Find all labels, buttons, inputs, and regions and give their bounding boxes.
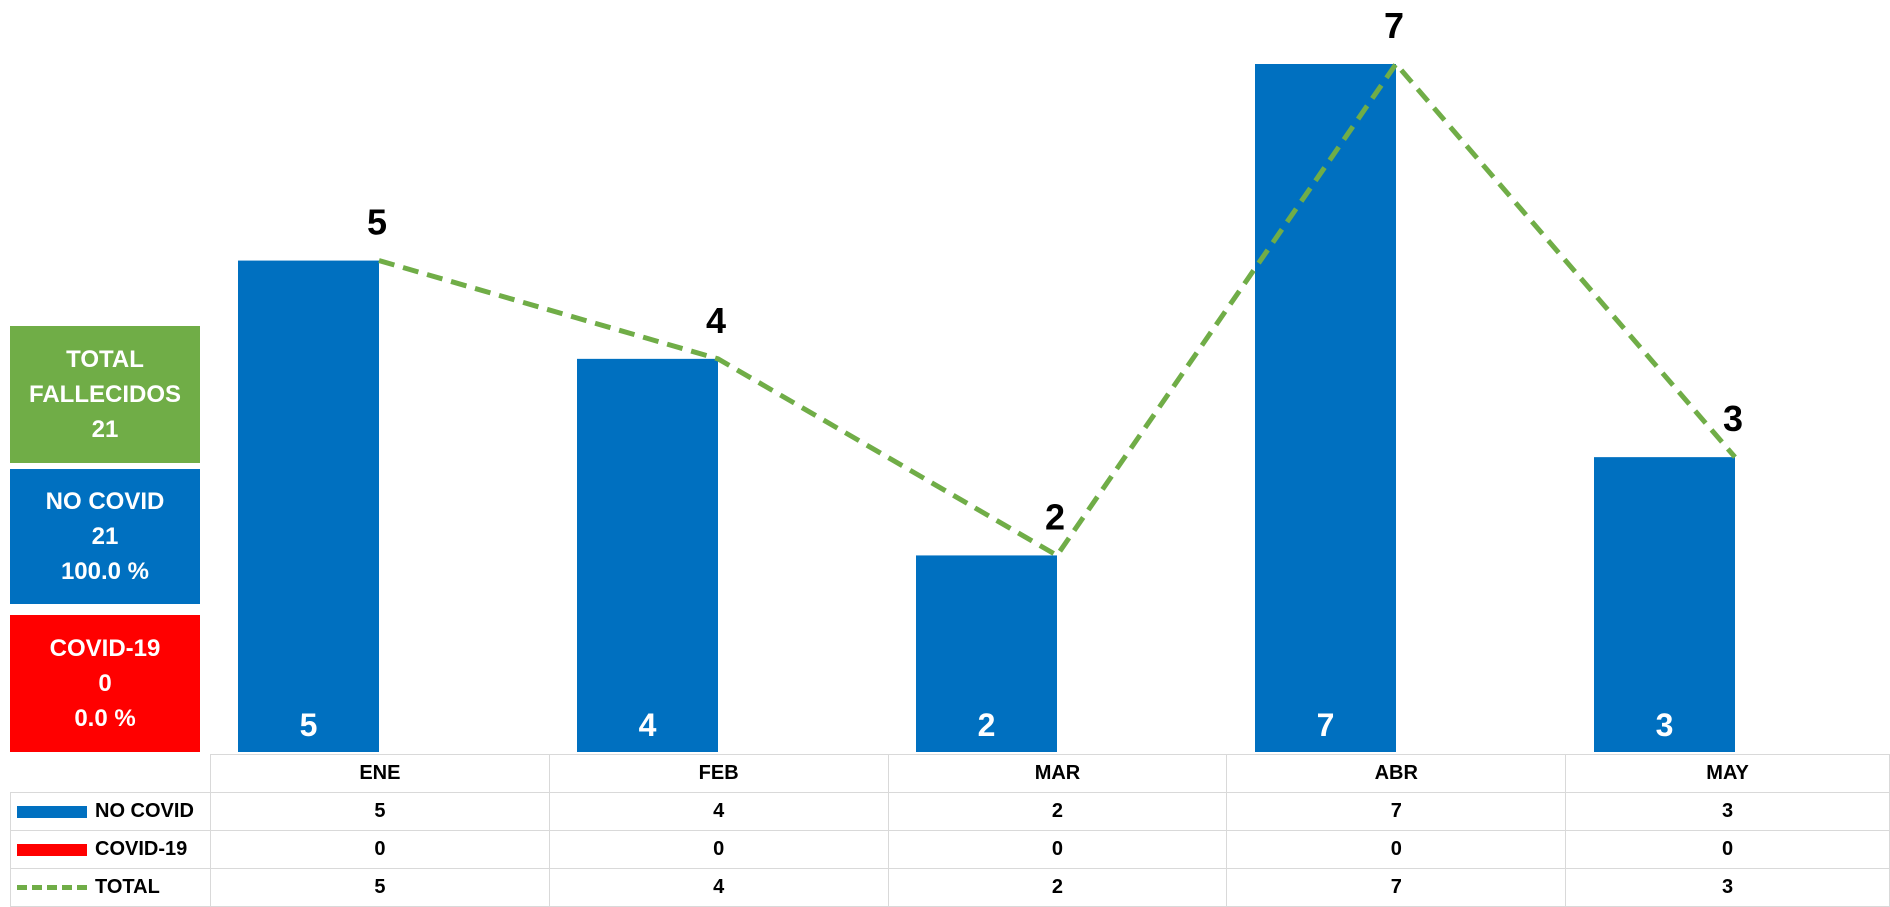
bar-labels-layer: 5 4 2 7 3 — [300, 707, 1674, 743]
bar-no-covid-mar — [916, 555, 1057, 752]
no-covid-box-count: 21 — [91, 523, 119, 550]
table-cell: 7 — [1226, 792, 1567, 831]
total-value-label: 7 — [1384, 5, 1404, 46]
bars-layer — [238, 64, 1735, 752]
legend-no-covid: NO COVID — [10, 792, 211, 831]
legend-label-total: TOTAL — [95, 876, 160, 898]
no-covid-box: NO COVID 21 100.0 % — [10, 469, 200, 604]
bar-value-label: 2 — [978, 707, 996, 743]
no-covid-box-title: NO COVID — [45, 488, 165, 515]
bar-no-covid-may — [1594, 457, 1735, 752]
table-cell: 3 — [1565, 792, 1890, 831]
table-row-total: TOTAL 5 4 2 7 3 — [10, 868, 1890, 907]
total-value-label: 4 — [706, 300, 726, 341]
legend-label-covid: COVID-19 — [95, 838, 188, 860]
covid-box-title: COVID-19 — [49, 635, 161, 662]
table-cell: 4 — [548, 792, 889, 831]
bar-no-covid-feb — [577, 358, 718, 752]
total-box-subtitle: FALLECIDOS — [28, 381, 181, 408]
table-col-header: FEB — [548, 754, 889, 793]
table-col-header: MAY — [1565, 754, 1890, 793]
total-value-label: 5 — [367, 202, 387, 243]
table-cell: 5 — [209, 792, 550, 831]
table-cell: 0 — [1565, 830, 1890, 869]
table-row-covid: COVID-19 0 0 0 0 0 — [10, 830, 1890, 869]
data-table: ENE FEB MAR ABR MAY NO COVID 5 4 2 7 3 C… — [10, 754, 1890, 907]
table-cell: 5 — [209, 868, 550, 907]
covid-box-percent: 0.0 % — [74, 705, 136, 732]
total-line — [378, 59, 1737, 559]
table-cell: 0 — [548, 830, 889, 869]
table-cell: 2 — [887, 868, 1228, 907]
legend-total: TOTAL — [10, 868, 211, 907]
no-covid-box-percent: 100.0 % — [60, 558, 150, 585]
bar-value-label: 4 — [639, 707, 657, 743]
legend-covid: COVID-19 — [10, 830, 211, 869]
covid-box: COVID-19 0 0.0 % — [10, 615, 200, 752]
bar-no-covid-ene — [238, 260, 379, 752]
bar-value-label: 7 — [1317, 707, 1335, 743]
table-row-no-covid: NO COVID 5 4 2 7 3 — [10, 792, 1890, 831]
table-cell: 0 — [887, 830, 1228, 869]
table-corner — [11, 755, 211, 793]
legend-label-no-covid: NO COVID — [95, 800, 194, 822]
bar-value-label: 3 — [1656, 707, 1674, 743]
table-cell: 4 — [548, 868, 889, 907]
total-line-layer — [378, 59, 1737, 559]
table-col-header: ENE — [209, 754, 550, 793]
table-cell: 0 — [1226, 830, 1567, 869]
total-value-label: 2 — [1045, 496, 1065, 537]
table-cell: 7 — [1226, 868, 1567, 907]
covid-box-count: 0 — [98, 670, 112, 697]
table-cell: 2 — [887, 792, 1228, 831]
bar-value-label: 5 — [300, 707, 318, 743]
table-col-header: MAR — [887, 754, 1228, 793]
table-cell: 0 — [209, 830, 550, 869]
legend-swatch-no-covid — [17, 805, 87, 818]
total-value-label: 3 — [1723, 398, 1743, 439]
total-labels-layer: 5 4 2 7 3 — [367, 5, 1743, 537]
total-fallecidos-box: TOTAL FALLECIDOS 21 — [10, 326, 200, 463]
table-cell: 3 — [1565, 868, 1890, 907]
table-header-row: ENE FEB MAR ABR MAY — [11, 754, 1890, 793]
legend-swatch-total — [17, 885, 87, 891]
total-box-count: 21 — [91, 416, 119, 443]
total-box-title: TOTAL — [66, 346, 144, 373]
legend-swatch-covid — [17, 843, 87, 856]
bar-no-covid-abr — [1255, 64, 1396, 752]
table-col-header: ABR — [1226, 754, 1567, 793]
